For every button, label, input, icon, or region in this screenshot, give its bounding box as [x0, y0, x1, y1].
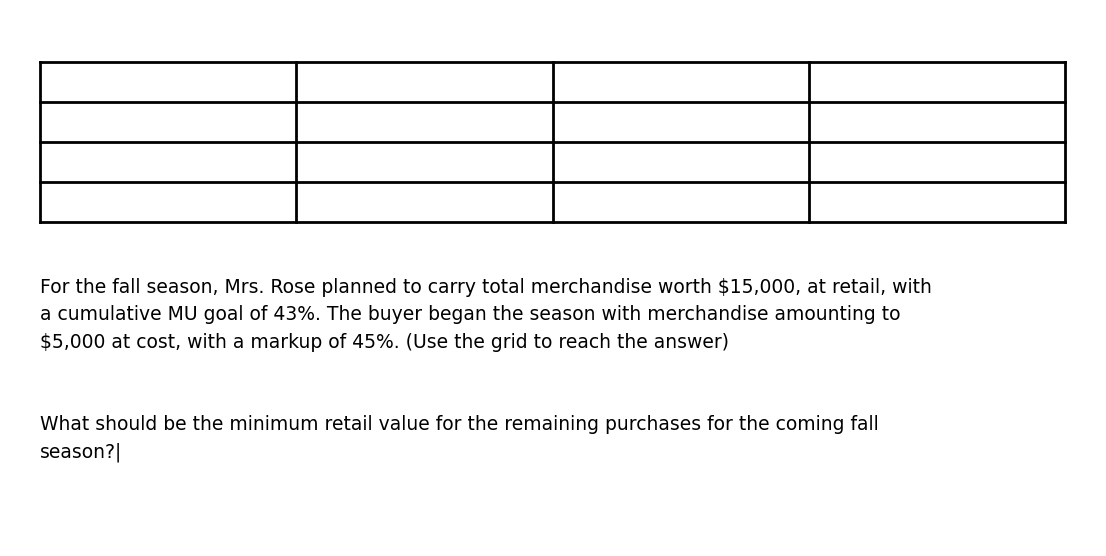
- Text: For the fall season, Mrs. Rose planned to carry total merchandise worth $15,000,: For the fall season, Mrs. Rose planned t…: [40, 278, 932, 351]
- Text: What should be the minimum retail value for the remaining purchases for the comi: What should be the minimum retail value …: [40, 415, 879, 461]
